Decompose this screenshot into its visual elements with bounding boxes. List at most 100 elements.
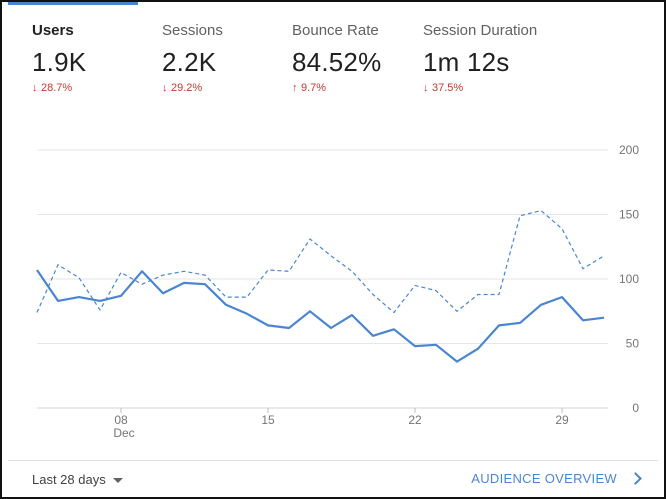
chevron-right-icon xyxy=(629,472,642,485)
previous-period-point xyxy=(182,269,186,273)
previous-period-point xyxy=(119,271,123,275)
date-range-label: Last 28 days xyxy=(32,472,106,487)
previous-period-point xyxy=(539,209,543,213)
previous-period-point xyxy=(602,254,606,258)
current-period-point xyxy=(77,295,81,299)
previous-period-point xyxy=(77,276,81,280)
previous-period-point xyxy=(203,273,207,277)
metric-change: ↓ 29.2% xyxy=(162,82,223,94)
metric-change: ↓ 37.5% xyxy=(423,82,537,94)
previous-period-point xyxy=(266,268,270,272)
current-period-point xyxy=(56,299,60,303)
current-period-point xyxy=(455,360,459,364)
current-period-point xyxy=(161,291,165,295)
y-tick-label: 100 xyxy=(619,272,639,286)
current-period-point xyxy=(140,269,144,273)
current-period-point xyxy=(224,303,228,307)
arrow-down-icon: ↓ xyxy=(423,82,429,94)
x-tick-label: 08 xyxy=(114,413,128,427)
metric-value: 2.2K xyxy=(162,47,217,77)
previous-period-point xyxy=(497,292,501,296)
current-period-point xyxy=(518,321,522,325)
x-tick-label: 29 xyxy=(555,413,569,427)
previous-period-point xyxy=(371,292,375,296)
change-value: 9.7% xyxy=(301,82,327,94)
y-tick-label: 150 xyxy=(619,208,639,222)
previous-period-point xyxy=(98,308,102,312)
current-period-point xyxy=(476,347,480,351)
current-period-point xyxy=(308,309,312,313)
previous-period-point xyxy=(392,311,396,315)
previous-period-point xyxy=(434,289,438,293)
current-period-line xyxy=(36,269,605,363)
previous-period-point xyxy=(245,295,249,299)
current-period-point xyxy=(203,282,207,286)
change-value: 29.2% xyxy=(171,82,203,94)
metric-label: Users xyxy=(32,22,74,39)
metric-value: 84.52% xyxy=(292,47,382,77)
audience-overview-link[interactable]: AUDIENCE OVERVIEW xyxy=(471,471,642,486)
metric-tab-users[interactable]: Users 1.9K ↓ 28.7% xyxy=(32,22,86,94)
caret-down-icon xyxy=(112,477,123,483)
metric-label: Bounce Rate xyxy=(292,22,379,39)
change-value: 28.7% xyxy=(41,82,73,94)
current-period-point xyxy=(266,323,270,327)
active-tab-indicator xyxy=(8,2,138,5)
metric-label: Sessions xyxy=(162,22,223,39)
previous-period-line xyxy=(36,209,605,314)
previous-period-point xyxy=(287,269,291,273)
current-period-point xyxy=(98,299,102,303)
x-tick-label: 15 xyxy=(261,413,275,427)
current-period-point xyxy=(245,312,249,316)
current-period-point xyxy=(497,323,501,327)
previous-period-point xyxy=(455,309,459,313)
previous-period-point xyxy=(140,282,144,286)
current-period-point xyxy=(329,326,333,330)
arrow-up-icon: ↑ xyxy=(292,82,298,94)
current-period-point xyxy=(287,326,291,330)
metric-value: 1m 12s xyxy=(423,47,510,77)
current-period-point xyxy=(392,327,396,331)
previous-period-point xyxy=(329,254,333,258)
y-tick-label: 0 xyxy=(632,401,639,415)
metric-tab-bounce-rate[interactable]: Bounce Rate 84.52% ↑ 9.7% xyxy=(292,22,381,94)
previous-period-point xyxy=(476,292,480,296)
audience-overview-label: AUDIENCE OVERVIEW xyxy=(471,471,617,486)
previous-period-point xyxy=(161,273,165,277)
change-value: 37.5% xyxy=(432,82,464,94)
previous-period-point xyxy=(560,227,564,231)
previous-period-point xyxy=(350,269,354,273)
current-period-point xyxy=(350,313,354,317)
current-period-point xyxy=(560,295,564,299)
metric-label: Session Duration xyxy=(423,22,538,39)
metric-value: 1.9K xyxy=(32,47,87,77)
previous-period-point xyxy=(308,237,312,241)
previous-period-point xyxy=(581,267,585,271)
footer-divider xyxy=(8,460,658,461)
metric-change: ↓ 28.7% xyxy=(32,82,86,94)
x-tick-sublabel: Dec xyxy=(113,426,134,440)
current-period-point xyxy=(371,334,375,338)
current-period-point xyxy=(581,318,585,322)
previous-period-point xyxy=(224,295,228,299)
previous-period-point xyxy=(518,214,522,218)
metric-tab-session-duration[interactable]: Session Duration 1m 12s ↓ 37.5% xyxy=(423,22,537,94)
arrow-down-icon: ↓ xyxy=(162,82,168,94)
y-tick-label: 200 xyxy=(619,143,639,157)
date-range-dropdown[interactable]: Last 28 days xyxy=(32,472,123,487)
metric-change: ↑ 9.7% xyxy=(292,82,381,94)
previous-period-point xyxy=(56,263,60,267)
current-period-point xyxy=(35,268,39,272)
metric-tab-sessions[interactable]: Sessions 2.2K ↓ 29.2% xyxy=(162,22,223,94)
current-period-point xyxy=(434,343,438,347)
current-period-point xyxy=(602,316,606,320)
previous-period-point xyxy=(35,311,39,315)
arrow-down-icon: ↓ xyxy=(32,82,38,94)
previous-period-point xyxy=(413,283,417,287)
current-period-point xyxy=(119,294,123,298)
current-period-point xyxy=(182,281,186,285)
current-period-point xyxy=(413,344,417,348)
current-period-point xyxy=(539,303,543,307)
